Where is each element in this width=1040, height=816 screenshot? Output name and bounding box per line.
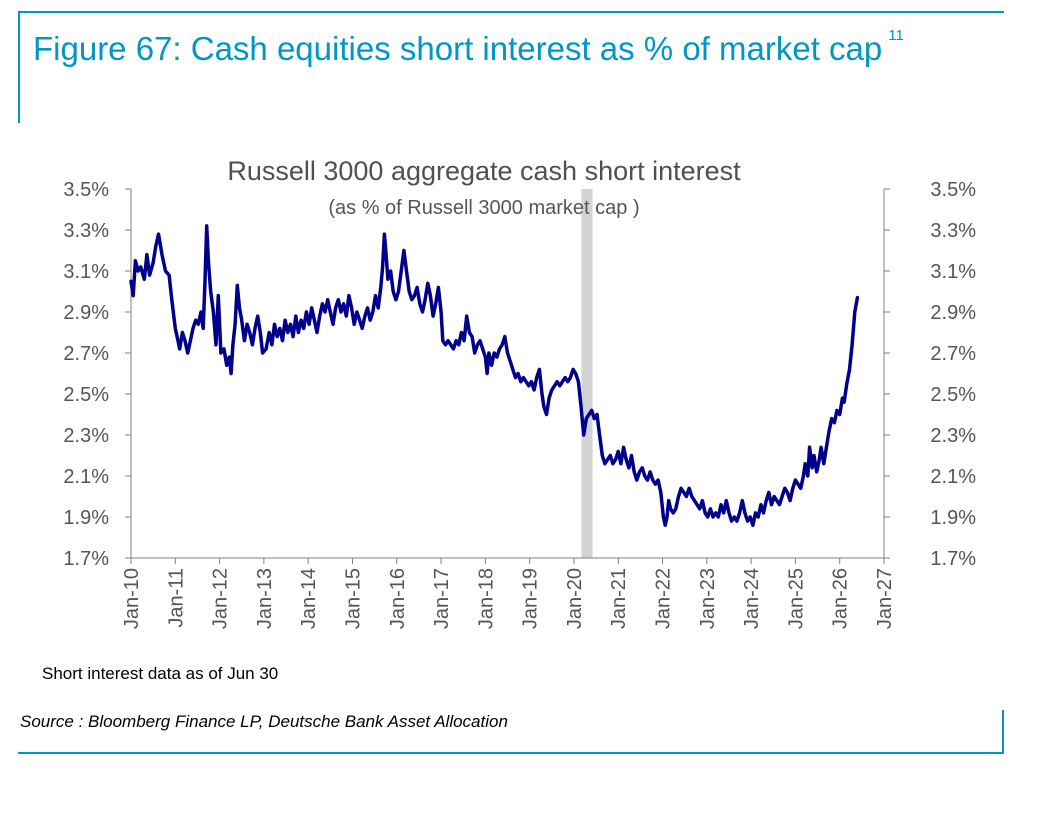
frame-left-rule: [18, 11, 20, 123]
figure-title-text: Figure 67: Cash equities short interest …: [33, 30, 883, 67]
y-tick-label-right: 1.7%: [930, 548, 976, 570]
source-line: Source : Bloomberg Finance LP, Deutsche …: [20, 712, 508, 731]
x-tick-label: Jan-13: [254, 568, 276, 629]
frame-bottom-rule: [18, 752, 1004, 754]
x-tick-label: Jan-25: [785, 568, 807, 629]
x-tick-label: Jan-12: [210, 568, 232, 629]
shaded-region: [581, 189, 593, 558]
y-tick-label-left: 3.5%: [63, 179, 109, 201]
data-note: Short interest data as of Jun 30: [42, 664, 279, 683]
y-tick-label-left: 2.1%: [63, 466, 109, 488]
x-tick-label: Jan-22: [653, 568, 675, 629]
frame-top-rule: [18, 11, 1004, 13]
figure-title: Figure 67: Cash equities short interest …: [33, 27, 904, 68]
x-tick-label: Jan-23: [697, 568, 719, 629]
chart-title: Russell 3000 aggregate cash short intere…: [227, 156, 741, 186]
footnote-ref: 11: [888, 27, 904, 44]
x-tick-label: Jan-18: [475, 568, 497, 629]
y-tick-label-right: 2.5%: [930, 384, 976, 406]
series-line-short-interest: [129, 224, 860, 527]
y-tick-label-right: 2.9%: [930, 302, 976, 324]
x-tick-label: Jan-17: [431, 568, 453, 629]
y-tick-label-left: 2.7%: [63, 343, 109, 365]
y-tick-label-right: 3.3%: [930, 220, 976, 242]
chart-subtitle: (as % of Russell 3000 market cap ): [328, 197, 639, 219]
shade-layer: [581, 189, 593, 558]
x-tick-label: Jan-15: [342, 568, 364, 629]
x-tick-label: Jan-11: [165, 568, 187, 628]
line-layer: [129, 224, 860, 527]
y-tick-label-right: 3.5%: [930, 179, 976, 201]
y-tick-label-right: 3.1%: [930, 261, 976, 283]
x-tick-label: Jan-27: [874, 568, 896, 629]
x-tick-label: Jan-26: [830, 568, 852, 629]
x-tick-label: Jan-14: [298, 568, 320, 629]
x-tick-label: Jan-16: [387, 568, 409, 629]
x-tick-label: Jan-24: [741, 568, 763, 629]
y-tick-label-left: 2.5%: [63, 384, 109, 406]
y-tick-label-right: 2.3%: [930, 425, 976, 447]
y-tick-label-right: 2.1%: [930, 466, 976, 488]
x-tick-label: Jan-21: [608, 568, 630, 629]
y-tick-label-left: 1.9%: [63, 507, 109, 529]
y-tick-label-right: 2.7%: [930, 343, 976, 365]
x-tick-label: Jan-19: [520, 568, 542, 629]
y-tick-label-left: 3.3%: [63, 220, 109, 242]
y-tick-label-left: 3.1%: [63, 261, 109, 283]
y-tick-label-right: 1.9%: [930, 507, 976, 529]
y-tick-label-left: 1.7%: [63, 548, 109, 570]
x-tick-label: Jan-10: [121, 568, 143, 629]
frame-right-rule: [1002, 710, 1004, 754]
axis-layer: 1.7% 1.7% 1.9% 1.9% 2.1% 2.1% 2.3% 2.3% 2.5% 2.5%…: [63, 179, 976, 629]
y-tick-label-left: 2.9%: [63, 302, 109, 324]
x-tick-label: Jan-20: [564, 568, 586, 629]
y-tick-label-left: 2.3%: [63, 425, 109, 447]
